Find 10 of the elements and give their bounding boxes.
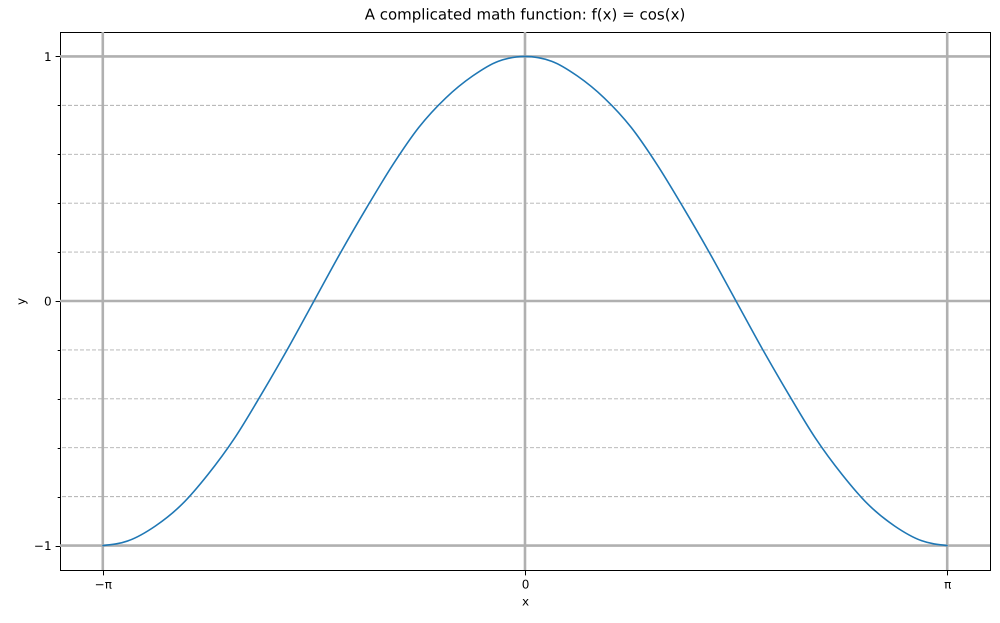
- y-tick-label: −1: [34, 539, 52, 554]
- y-tick-label: 1: [44, 50, 52, 64]
- y-axis-title: y: [14, 298, 28, 306]
- y-tick-label: 0: [44, 294, 52, 308]
- x-tick-label: 0: [522, 577, 530, 592]
- x-axis-title: x: [522, 594, 530, 608]
- chart-title: A complicated math function: f(x) = cos(x): [364, 6, 686, 24]
- line-series: [102, 56, 948, 546]
- x-tick-label: −π: [94, 577, 112, 592]
- x-tick-label: π: [944, 577, 952, 592]
